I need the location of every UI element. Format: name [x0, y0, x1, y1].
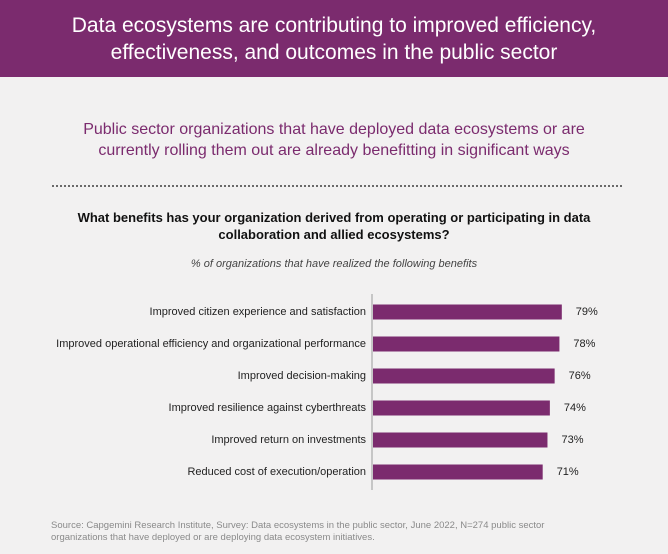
bar [373, 432, 548, 448]
bar [373, 400, 550, 416]
source-line-2: organizations that have deployed or are … [51, 532, 375, 543]
category-label: Improved return on investments [211, 434, 366, 446]
value-label: 79% [576, 306, 598, 318]
value-label: 71% [557, 466, 579, 478]
source-line-1: Source: Capgemini Research Institute, Su… [51, 520, 545, 531]
category-label: Improved citizen experience and satisfac… [150, 306, 366, 318]
value-label: 76% [569, 370, 591, 382]
bar [373, 336, 560, 352]
value-label: 74% [564, 402, 586, 414]
value-label: 73% [561, 434, 583, 446]
survey-question: What benefits has your organization deri… [40, 209, 628, 243]
category-label: Improved resilience against cyberthreats [169, 402, 367, 414]
dotted-divider [52, 185, 622, 187]
title-line-1: Data ecosystems are contributing to impr… [71, 13, 597, 37]
header-banner: Data ecosystems are contributing to impr… [0, 0, 668, 77]
title-line-2: effectiveness, and outcomes in the publi… [110, 40, 558, 64]
benefits-bar-chart: Improved citizen experience and satisfac… [56, 294, 598, 490]
bar [373, 464, 543, 480]
bar [373, 368, 555, 384]
question-line-1: What benefits has your organization deri… [77, 210, 591, 225]
subtitle-line-2: currently rolling them out are already b… [98, 142, 570, 159]
category-label: Improved decision-making [238, 370, 366, 382]
value-label: 78% [573, 338, 595, 350]
category-label: Reduced cost of execution/operation [187, 466, 366, 478]
source-note: Source: Capgemini Research Institute, Su… [51, 520, 641, 544]
question-line-2: collaboration and allied ecosystems? [218, 227, 450, 242]
subtitle: Public sector organizations that have de… [30, 119, 638, 161]
category-label: Improved operational efficiency and orga… [56, 338, 366, 350]
chart-caption: % of organizations that have realized th… [190, 258, 478, 270]
subtitle-line-1: Public sector organizations that have de… [83, 121, 585, 138]
bar [373, 304, 562, 320]
